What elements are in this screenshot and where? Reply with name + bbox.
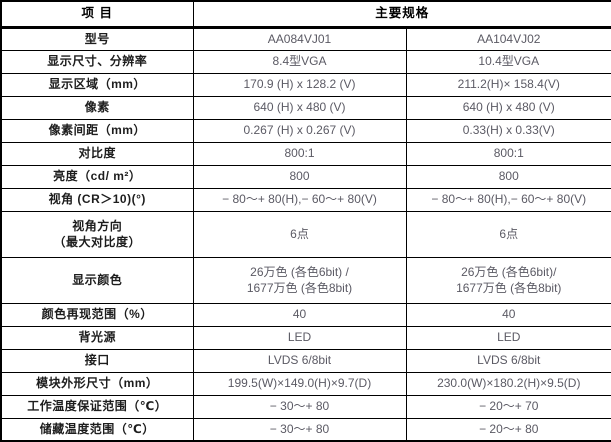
row-label: 颜色再现范围（%） [0, 302, 194, 327]
spec-row-display-area: 显示区域（mm） 170.9 (H) x 128.2 (V) 211.2(H)×… [0, 72, 611, 97]
row-value: − 20～+ 80 [405, 417, 611, 442]
spec-row-viewing-angle: 视角 (CR＞10)(°) − 80～+ 80(H),− 60～+ 80(V) … [0, 187, 611, 212]
spec-row-module-dimensions: 模块外形尺寸（mm） 199.5(W)×149.0(H)×9.7(D) 230.… [0, 371, 611, 396]
row-value: − 20～+ 70 [405, 394, 611, 419]
row-label: 像素间距（mm） [0, 118, 194, 143]
row-label: 显示颜色 [0, 256, 194, 304]
row-value: 640 (H) x 480 (V) [405, 95, 611, 120]
spec-row-interface: 接口 LVDS 6/8bit LVDS 6/8bit [0, 348, 611, 373]
header-item-column: 项 目 [0, 0, 194, 29]
row-value: − 80～+ 80(H),− 60～+ 80(V) [405, 187, 611, 212]
row-value: 211.2(H)× 158.4(V) [405, 72, 611, 97]
row-value: AA084VJ01 [192, 26, 407, 51]
row-label: 工作温度保证范围（℃） [0, 394, 194, 419]
row-value: 6点 [405, 210, 611, 258]
spec-row-contrast: 对比度 800:1 800:1 [0, 141, 611, 166]
row-label: 对比度 [0, 141, 194, 166]
row-value: − 80～+ 80(H),− 60～+ 80(V) [192, 187, 407, 212]
row-value: 8.4型VGA [192, 49, 407, 74]
spec-row-color-gamut: 颜色再现范围（%） 40 40 [0, 302, 611, 327]
row-value: 26万色 (各色6bit) / 1677万色 (各色8bit) [192, 256, 407, 304]
row-value: 40 [405, 302, 611, 327]
row-value: 800:1 [192, 141, 407, 166]
row-value: 640 (H) x 480 (V) [192, 95, 407, 120]
row-label: 模块外形尺寸（mm） [0, 371, 194, 396]
spec-row-viewing-direction: 视角方向 （最大对比度） 6点 6点 [0, 210, 611, 258]
row-value: 800:1 [405, 141, 611, 166]
row-value: LVDS 6/8bit [405, 348, 611, 373]
spec-row-display-colors: 显示颜色 26万色 (各色6bit) / 1677万色 (各色8bit) 26万… [0, 256, 611, 304]
row-label: 亮度（cd/ m²） [0, 164, 194, 189]
spec-row-pixel-pitch: 像素间距（mm） 0.267 (H) x 0.267 (V) 0.33(H) x… [0, 118, 611, 143]
header-spec-column: 主要规格 [192, 0, 611, 29]
row-value: 0.33(H) x 0.33(V) [405, 118, 611, 143]
spec-row-pixels: 像素 640 (H) x 480 (V) 640 (H) x 480 (V) [0, 95, 611, 120]
row-value: 230.0(W)×180.2(H)×9.5(D) [405, 371, 611, 396]
row-value: 0.267 (H) x 0.267 (V) [192, 118, 407, 143]
table-header-row: 项 目 主要规格 [0, 0, 611, 29]
row-value: AA104VJ02 [405, 26, 611, 51]
row-label: 视角方向 （最大对比度） [0, 210, 194, 258]
row-label: 型号 [0, 26, 194, 51]
spec-row-backlight: 背光源 LED LED [0, 325, 611, 350]
row-label: 背光源 [0, 325, 194, 350]
spec-row-brightness: 亮度（cd/ m²） 800 800 [0, 164, 611, 189]
row-value: − 30～+ 80 [192, 394, 407, 419]
spec-row-display-size: 显示尺寸、分辨率 8.4型VGA 10.4型VGA [0, 49, 611, 74]
row-value: LED [405, 325, 611, 350]
row-label: 像素 [0, 95, 194, 120]
row-label: 接口 [0, 348, 194, 373]
row-value: LVDS 6/8bit [192, 348, 407, 373]
row-value: 6点 [192, 210, 407, 258]
row-label: 视角 (CR＞10)(°) [0, 187, 194, 212]
row-value: 170.9 (H) x 128.2 (V) [192, 72, 407, 97]
row-label: 储藏温度范围（℃） [0, 417, 194, 442]
row-value: 40 [192, 302, 407, 327]
row-value: LED [192, 325, 407, 350]
row-value: 800 [405, 164, 611, 189]
row-value: 199.5(W)×149.0(H)×9.7(D) [192, 371, 407, 396]
spec-row-storage-temp: 储藏温度范围（℃） − 30～+ 80 − 20～+ 80 [0, 417, 611, 442]
row-value: 26万色 (各色6bit)/ 1677万色 (各色8bit) [405, 256, 611, 304]
row-value: − 30～+ 80 [192, 417, 407, 442]
row-value: 800 [192, 164, 407, 189]
row-label: 显示尺寸、分辨率 [0, 49, 194, 74]
spec-row-model: 型号 AA084VJ01 AA104VJ02 [0, 26, 611, 51]
row-label: 显示区域（mm） [0, 72, 194, 97]
row-value: 10.4型VGA [405, 49, 611, 74]
spec-row-operating-temp: 工作温度保证范围（℃） − 30～+ 80 − 20～+ 70 [0, 394, 611, 419]
